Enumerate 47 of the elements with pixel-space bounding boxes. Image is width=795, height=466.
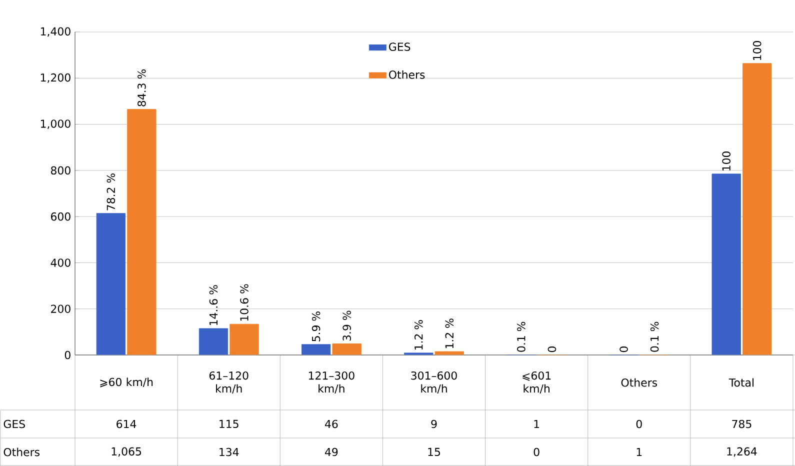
data-label: 134	[220, 448, 239, 456]
data-label: 49	[324, 448, 338, 456]
annotation: 5.9 %	[312, 311, 320, 342]
annotation: 100	[722, 152, 730, 170]
x-tick-label: ⩾60 km/h	[100, 378, 153, 388]
data-label: 1,065	[112, 447, 142, 457]
annotation: 10.6 %	[240, 284, 248, 321]
annotation: 84.3 %	[138, 69, 146, 106]
x-tick-label: 301–600 km/h	[411, 371, 457, 394]
annotation: 0	[620, 346, 628, 352]
annotation: 14..6 %	[209, 285, 218, 326]
y-tick-label: 200	[51, 304, 70, 313]
annotation: 3.9 %	[342, 310, 351, 341]
y-tick-label: 0	[64, 350, 70, 360]
data-label: 1	[636, 448, 642, 456]
x-tick-label: Others	[621, 378, 658, 387]
data-label: 0	[534, 448, 540, 456]
x-tick-label: ⩽601 km/h	[522, 371, 551, 394]
data-label: 1,264	[727, 447, 757, 457]
y-tick-label: 600	[51, 212, 70, 221]
y-tick-label: 800	[50, 166, 70, 175]
data-label: 115	[220, 420, 238, 428]
data-label: 785	[732, 420, 752, 428]
y-tick-label: 1,400	[40, 27, 70, 37]
annotation: 0.1 %	[517, 322, 526, 352]
x-tick-label: 61–120 km/h	[209, 371, 248, 394]
y-tick-label: 1,200	[40, 73, 70, 83]
annotation: 1.2 %	[445, 318, 454, 348]
data-label: 0	[636, 420, 642, 428]
annotation: 100	[752, 41, 762, 60]
legend-label: Others	[389, 70, 425, 79]
data-label: 15	[428, 448, 440, 456]
data-label: 46	[324, 420, 338, 428]
annotation: 0	[548, 346, 556, 352]
x-tick-label: 121–300 km/h	[308, 371, 354, 394]
data-label: 9	[431, 420, 437, 428]
legend-label: GES	[389, 42, 410, 51]
annotation: 78.2 %	[106, 173, 116, 210]
y-tick-label: 400	[50, 258, 70, 267]
y-tick-label: 1,000	[40, 120, 70, 129]
text: Others	[4, 448, 40, 456]
x-tick-label: Total	[728, 378, 754, 387]
text: GES	[4, 420, 25, 428]
annotation: 0.1 %	[650, 322, 659, 352]
annotation: 1.2 %	[414, 320, 423, 350]
data-label: 614	[116, 420, 136, 428]
data-label: 1	[534, 420, 540, 428]
